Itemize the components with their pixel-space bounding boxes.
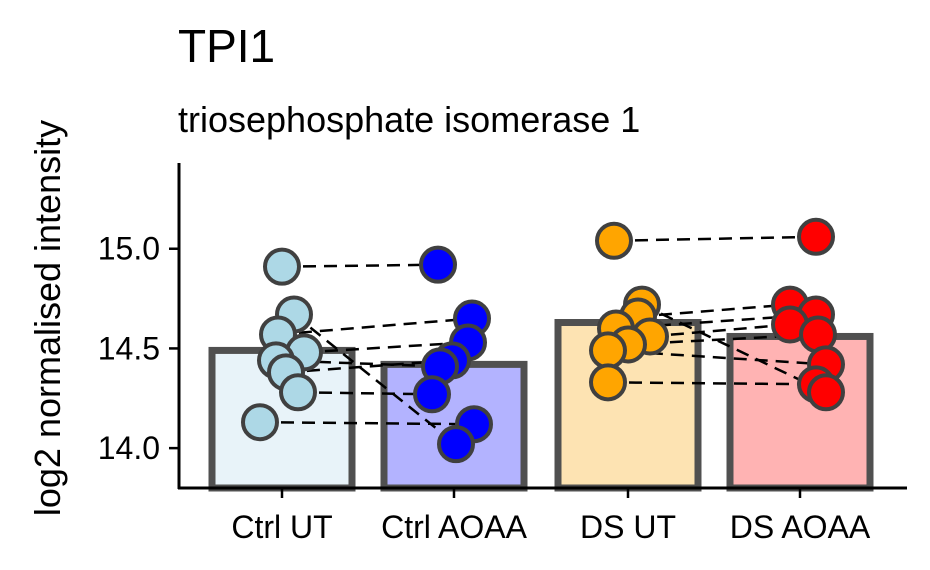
- point-0-7: [241, 403, 279, 442]
- point-2-7: [589, 363, 627, 402]
- pair-line-1-6: [607, 381, 817, 386]
- pair-lines-layer: [259, 235, 827, 446]
- chart-subtitle: triosephosphate isomerase 1: [178, 99, 640, 140]
- pair-line-0-0: [281, 263, 439, 268]
- point-2-6: [589, 331, 627, 370]
- y-tick-label-2: 15.0: [98, 231, 160, 267]
- point-1-0: [419, 245, 457, 284]
- chart-title: TPI1: [178, 20, 275, 72]
- pair-line-0-1: [277, 317, 473, 336]
- point-1-7: [437, 425, 475, 464]
- y-axis-label: log2 normalised intensity: [27, 120, 68, 516]
- y-tick-label-0: 14.0: [98, 430, 160, 466]
- point-2-0: [595, 221, 633, 260]
- pair-line-0-5: [297, 391, 433, 396]
- pair-line-0-7: [293, 313, 457, 446]
- x-tick-label-3: DS AOAA: [730, 509, 871, 545]
- x-tick-label-0: Ctrl UT: [231, 509, 332, 545]
- pair-line-1-7: [641, 303, 827, 394]
- pair-line-1-3: [649, 323, 791, 338]
- bar-3: [726, 332, 874, 492]
- pair-line-1-5: [607, 349, 827, 366]
- y-tick-label-1: 14.5: [98, 330, 160, 366]
- pair-line-0-2: [303, 341, 469, 354]
- x-tick-label-2: DS UT: [580, 509, 676, 545]
- point-3-0: [797, 217, 835, 256]
- y-ticks-layer: 14.0 14.5 15.0: [98, 231, 179, 466]
- point-0-6: [279, 373, 317, 412]
- x-ticks-layer: Ctrl UT Ctrl AOAA DS UT DS AOAA: [231, 488, 871, 545]
- points-layer: [241, 217, 845, 464]
- point-1-5: [413, 375, 451, 414]
- pair-line-0-6: [259, 420, 475, 426]
- point-0-0: [263, 247, 301, 286]
- x-tick-label-1: Ctrl AOAA: [381, 509, 527, 545]
- pair-line-1-0: [613, 235, 817, 243]
- point-3-7: [807, 373, 845, 412]
